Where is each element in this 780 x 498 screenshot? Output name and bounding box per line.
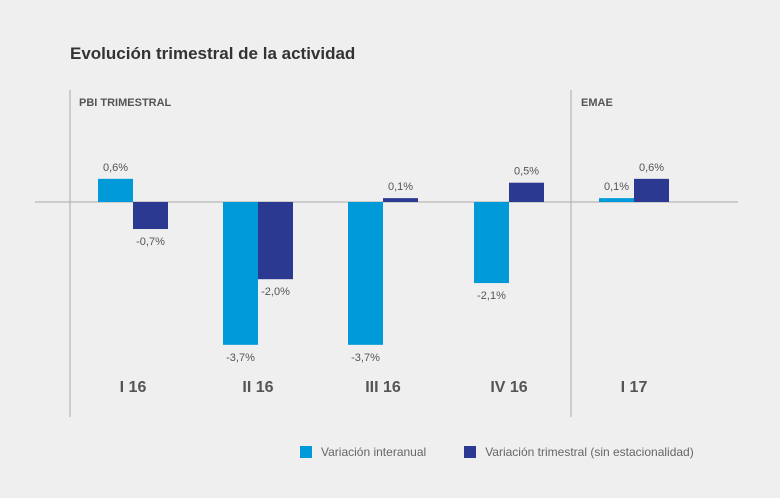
- category-label-iv-16: IV 16: [490, 379, 527, 396]
- data-label-series2-iii-16: 0,1%: [388, 181, 413, 193]
- category-label-i-16: I 16: [120, 379, 147, 396]
- bar-series1-ii-16: [223, 202, 258, 345]
- data-label-series2-i-16: -0,7%: [136, 236, 165, 248]
- bar-series2-i-16: [133, 202, 168, 230]
- bar-series1-iv-16: [474, 202, 509, 284]
- data-label-series1-i-17: 0,1%: [604, 181, 629, 193]
- data-label-series2-i-17: 0,6%: [639, 162, 664, 174]
- bar-series2-iii-16: [383, 198, 418, 202]
- bar-series1-iii-16: [348, 202, 383, 345]
- section-label-emae: EMAE: [581, 97, 613, 109]
- category-label-i-17: I 17: [621, 379, 648, 396]
- data-label-series2-ii-16: -2,0%: [261, 286, 290, 298]
- legend-item-2: Variación trimestral (sin estacionalidad…: [464, 445, 694, 459]
- data-label-series1-ii-16: -3,7%: [226, 352, 255, 364]
- legend-swatch-2: [464, 446, 477, 458]
- legend-label-2: Variación trimestral (sin estacionalidad…: [485, 445, 694, 459]
- bar-series2-i-17: [634, 178, 669, 202]
- data-label-series1-iv-16: -2,1%: [477, 290, 506, 302]
- chart-title: Evolución trimestral de la actividad: [70, 44, 356, 63]
- bar-series2-ii-16: [258, 202, 293, 280]
- data-label-series2-iv-16: 0,5%: [514, 166, 539, 178]
- category-label-ii-16: II 16: [242, 379, 273, 396]
- category-label-iii-16: III 16: [365, 379, 401, 396]
- legend-label-1: Variación interanual: [321, 445, 427, 459]
- bar-series1-i-16: [98, 178, 133, 202]
- legend-item-1: Variación interanual: [300, 445, 426, 459]
- section-label-pbi-trimestral: PBI TRIMESTRAL: [79, 97, 172, 109]
- bar-series2-iv-16: [509, 182, 544, 202]
- data-label-series1-iii-16: -3,7%: [351, 352, 380, 364]
- bar-series1-i-17: [599, 198, 634, 202]
- legend: Variación interanual Variación trimestral…: [300, 445, 694, 459]
- data-label-series1-i-16: 0,6%: [103, 162, 128, 174]
- legend-swatch-1: [300, 446, 312, 458]
